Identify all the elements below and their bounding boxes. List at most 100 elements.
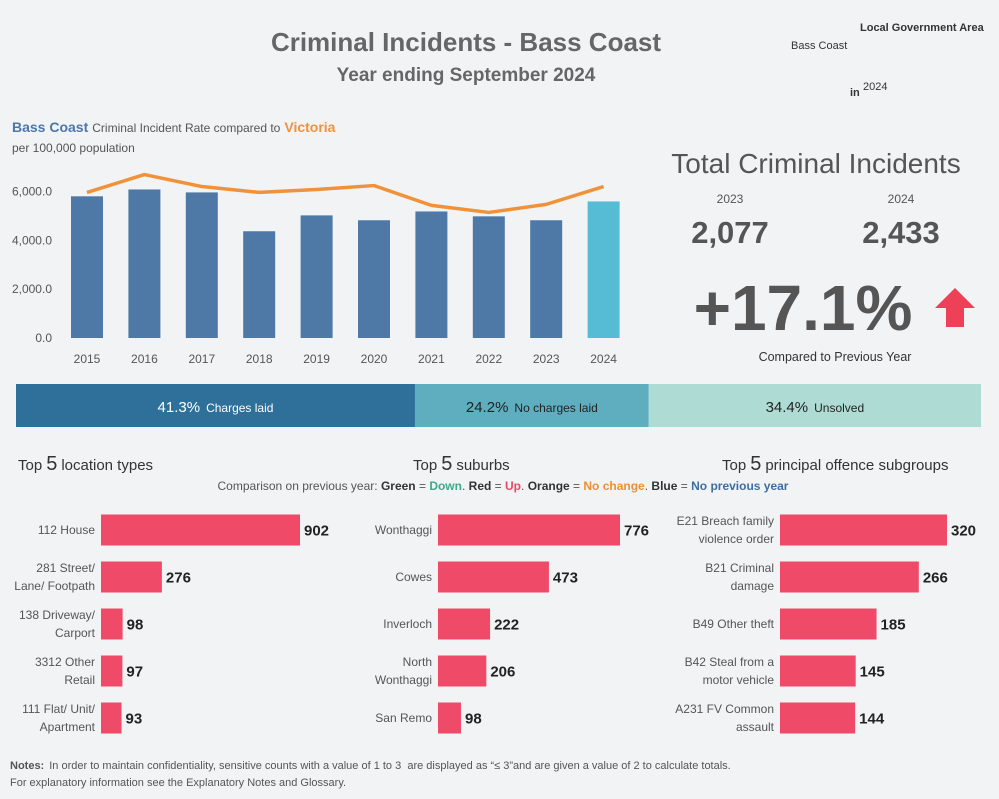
panel-title: Top 5 suburbs <box>413 453 510 475</box>
x-tick-label: 2020 <box>361 352 388 366</box>
comparison-note-part: . <box>645 479 652 493</box>
comparison-note-part: No previous year <box>691 479 789 493</box>
bar <box>101 514 300 546</box>
outcome-name: Charges laid <box>206 401 273 415</box>
panel-title-part: Top <box>413 457 437 474</box>
x-tick-label: 2022 <box>475 352 502 366</box>
bar <box>101 561 162 593</box>
panel-title-part: location types <box>61 457 153 474</box>
outcome-name: Unsolved <box>814 401 864 415</box>
category-label: A231 FV Common assault <box>675 702 774 734</box>
panel-title-part: 5 <box>750 453 761 475</box>
bar <box>438 655 487 687</box>
bar-value-label: 185 <box>881 617 906 634</box>
notes-text: In order to maintain confidentiality, se… <box>49 760 731 772</box>
comparison-note-part: = <box>491 479 505 493</box>
comparison-note-part: Down <box>429 479 462 493</box>
filter-area[interactable]: Bass Coast <box>791 40 847 52</box>
bar <box>101 702 122 734</box>
bar-value-label: 320 <box>951 523 976 540</box>
bar <box>438 702 461 734</box>
panel-title-part: Top <box>18 457 42 474</box>
category-label: 112 House <box>37 523 95 537</box>
x-tick-label: 2015 <box>74 352 101 366</box>
comparison-note-part: Blue <box>651 479 677 493</box>
kpi-value: 2,077 <box>691 215 769 250</box>
bar-value-label: 145 <box>860 664 885 681</box>
category-label: Inverloch <box>383 617 432 631</box>
category-label: Cowes <box>395 570 432 584</box>
bar <box>300 215 333 338</box>
comparison-note: Comparison on previous year: Green = Dow… <box>218 479 789 493</box>
comparison-note-part: Orange <box>528 479 570 493</box>
comparison-note-part: Up <box>505 479 521 493</box>
bar <box>358 220 390 338</box>
kpi-value: 2,433 <box>862 215 940 250</box>
outcome-label: 34.4% Unsolved <box>766 399 865 416</box>
y-tick-label: 2,000.0 <box>12 282 52 296</box>
bar <box>587 201 620 338</box>
bar-value-label: 266 <box>923 570 948 587</box>
legend-entry: Bass Coast <box>12 119 89 135</box>
legend-entry: Victoria <box>284 119 335 135</box>
category-label: San Remo <box>375 711 432 725</box>
panel-title: Top 5 location types <box>18 453 153 475</box>
bar <box>530 220 563 338</box>
x-tick-label: 2023 <box>533 352 560 366</box>
comparison-note-part: Green <box>381 479 416 493</box>
bar-value-label: 276 <box>166 570 191 587</box>
panel-title-part: principal offence subgroups <box>765 457 948 474</box>
comparison-note-part: = <box>677 479 691 493</box>
bar <box>415 211 448 338</box>
bar <box>438 514 620 546</box>
comparison-note-part: . <box>462 479 469 493</box>
kpi-title: Total Criminal Incidents <box>671 148 960 179</box>
category-label: North Wonthaggi <box>374 655 432 687</box>
bar-value-label: 206 <box>490 664 515 681</box>
filter-year[interactable]: 2024 <box>863 81 887 93</box>
bar <box>780 514 947 546</box>
kpi-year: 2023 <box>717 192 744 206</box>
bar <box>472 216 505 338</box>
x-tick-label: 2016 <box>131 352 158 366</box>
outcome-value: 34.4% <box>766 399 809 416</box>
bar-value-label: 776 <box>624 523 649 540</box>
panel-title-part: Top <box>722 457 746 474</box>
category-label: 3312 Other Retail <box>34 655 95 687</box>
y-tick-label: 4,000.0 <box>12 233 52 247</box>
comparison-note-part: . <box>521 479 528 493</box>
up-arrow <box>935 288 975 327</box>
panel-title-part: 5 <box>441 453 452 475</box>
x-tick-label: 2024 <box>590 352 617 366</box>
y-tick-label: 0.0 <box>35 331 52 345</box>
panel-title-part: 5 <box>46 453 57 475</box>
outcome-value: 24.2% <box>466 399 509 416</box>
panel-title: Top 5 principal offence subgroups <box>722 453 949 475</box>
page-subtitle: Year ending September 2024 <box>337 65 596 86</box>
bar <box>243 231 276 338</box>
category-label: B49 Other theft <box>692 617 774 631</box>
category-label: B42 Steal from a motor vehicle <box>684 655 774 687</box>
outcome-name: No charges laid <box>514 401 597 415</box>
line <box>86 172 605 215</box>
bar <box>780 655 856 687</box>
notes: Notes: In order to maintain confidentiali… <box>10 760 731 772</box>
comparison-note-part: = <box>570 479 584 493</box>
kpi-change: +17.1% <box>694 272 913 344</box>
y-tick-label: 6,000.0 <box>12 184 52 198</box>
filter-in: in <box>850 87 860 99</box>
bar <box>780 608 877 640</box>
x-tick-label: 2021 <box>418 352 445 366</box>
outcome-label: 24.2% No charges laid <box>466 399 598 416</box>
outcome-value: 41.3% <box>158 399 201 416</box>
notes-label: Notes: <box>10 760 44 772</box>
outcome-label: 41.3% Charges laid <box>158 399 274 416</box>
bar <box>438 608 491 640</box>
chart-subtitle: per 100,000 population <box>12 141 135 155</box>
bar <box>780 702 856 734</box>
chart-title-text: Criminal Incident Rate compared to <box>92 121 280 135</box>
category-label: 281 Street/ Lane/ Footpath <box>14 561 95 593</box>
bar-value-label: 144 <box>859 711 885 728</box>
